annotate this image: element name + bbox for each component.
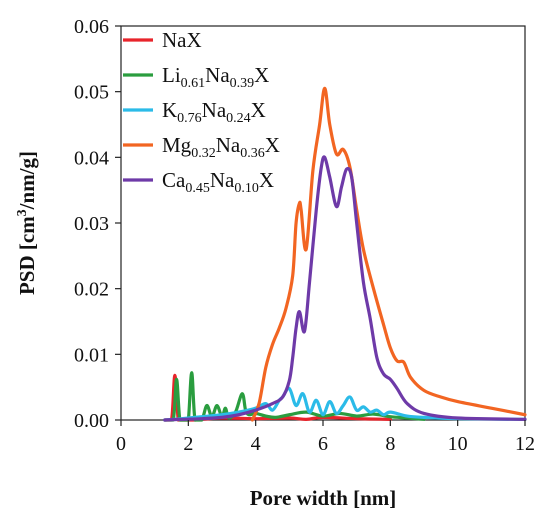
legend-label-part: 0.39 — [230, 76, 255, 91]
legend-label-ca: Ca0.45Na0.10X — [162, 168, 274, 196]
legend-label-part: 0.10 — [234, 181, 259, 196]
x-tick-label: 6 — [318, 433, 328, 455]
legend-label-nax: NaX — [162, 28, 202, 52]
series-line-nax — [163, 373, 392, 422]
y-axis-title-main: PSD [cm — [15, 216, 39, 295]
legend-label-part: 0.61 — [181, 76, 206, 91]
y-tick-label: 0.00 — [74, 410, 109, 432]
legend-label-mg: Mg0.32Na0.36X — [162, 133, 280, 161]
y-tick-label: 0.03 — [74, 213, 109, 235]
legend-label-part: X — [259, 168, 274, 192]
x-axis-title: Pore width [nm] — [250, 486, 397, 510]
legend-label-part: K — [162, 98, 177, 122]
x-tick-label: 10 — [448, 433, 468, 455]
x-tick-label: 8 — [385, 433, 395, 455]
axis-layer: 0 2 4 6 8 10 12 0.00 0.01 0.02 0.03 0.04 0.05 0.06 — [74, 16, 535, 455]
legend-label-part: Mg — [162, 133, 192, 157]
x-tick-label: 0 — [116, 433, 126, 455]
x-tick-label: 2 — [183, 433, 193, 455]
legend-label-part: Na — [210, 168, 235, 192]
legend-label-part: Li — [162, 63, 181, 87]
legend-label-part: Na — [205, 63, 230, 87]
y-tick-label: 0.04 — [74, 147, 109, 169]
legend-label-part: X — [254, 63, 269, 87]
legend-label-part: Na — [216, 133, 241, 157]
legend-label-part: Na — [202, 98, 227, 122]
legend-label-part: 0.45 — [185, 181, 210, 196]
legend-label-part: 0.24 — [226, 111, 251, 126]
y-axis-title-tail: /nm/g] — [15, 151, 39, 210]
legend: NaXLi0.61Na0.39XK0.76Na0.24XMg0.32Na0.36… — [123, 28, 280, 196]
y-axis-title-sup: 3 — [15, 209, 30, 216]
legend-label-part: X — [265, 133, 280, 157]
legend-label-part: Ca — [162, 168, 186, 192]
legend-label-li: Li0.61Na0.39X — [162, 63, 269, 91]
legend-label-k: K0.76Na0.24X — [162, 98, 266, 126]
y-tick-label: 0.02 — [74, 279, 109, 301]
x-tick-label: 4 — [251, 433, 261, 455]
y-tick-label: 0.01 — [74, 344, 109, 366]
series-line-mg — [250, 86, 527, 422]
series-line-ca — [163, 155, 527, 422]
y-axis-title: PSD [cm3/nm/g] — [15, 151, 39, 295]
y-tick-label: 0.06 — [74, 16, 109, 38]
x-tick-label: 12 — [515, 433, 535, 455]
series-line-k — [163, 386, 527, 422]
legend-label-part: X — [251, 98, 266, 122]
legend-label-part: NaX — [162, 28, 202, 52]
legend-label-part: 0.36 — [240, 146, 265, 161]
legend-label-part: 0.32 — [191, 146, 216, 161]
legend-label-part: 0.76 — [177, 111, 202, 126]
y-tick-label: 0.05 — [74, 82, 109, 104]
